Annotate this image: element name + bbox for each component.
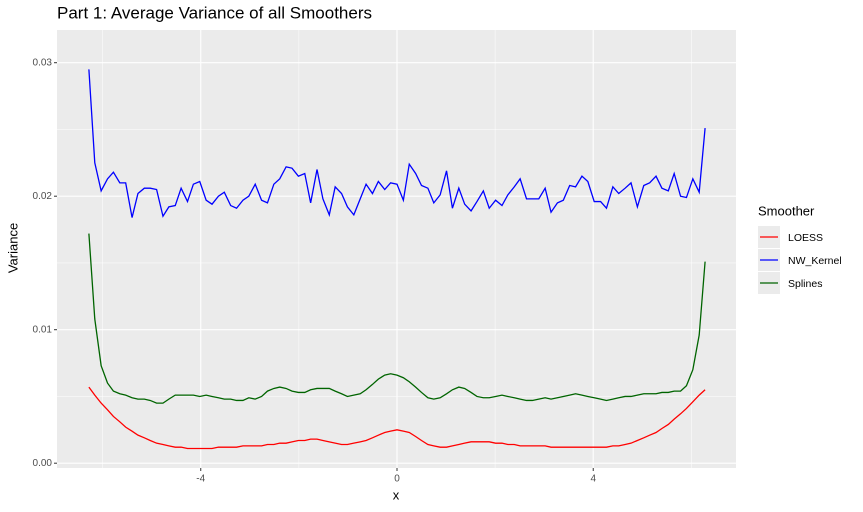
series-line xyxy=(88,69,706,218)
series-line xyxy=(88,233,706,404)
y-tick-label: 0.00 xyxy=(33,458,53,469)
legend-label: NW_Kernel xyxy=(788,255,842,267)
x-tick-label: -4 xyxy=(196,474,205,485)
series-line xyxy=(88,386,706,450)
chart-title: Part 1: Average Variance of all Smoother… xyxy=(57,3,372,22)
x-axis-label: x xyxy=(393,487,400,502)
x-tick-label: 4 xyxy=(590,474,596,485)
y-tick-label: 0.03 xyxy=(33,57,53,68)
legend-label: Splines xyxy=(788,278,822,290)
legend-label: LOESS xyxy=(788,232,823,244)
legend-title: Smoother xyxy=(758,203,815,218)
y-tick-label: 0.02 xyxy=(33,191,53,202)
x-tick-label: 0 xyxy=(394,474,400,485)
y-tick-label: 0.01 xyxy=(33,324,53,335)
y-axis-label: Variance xyxy=(5,223,20,273)
